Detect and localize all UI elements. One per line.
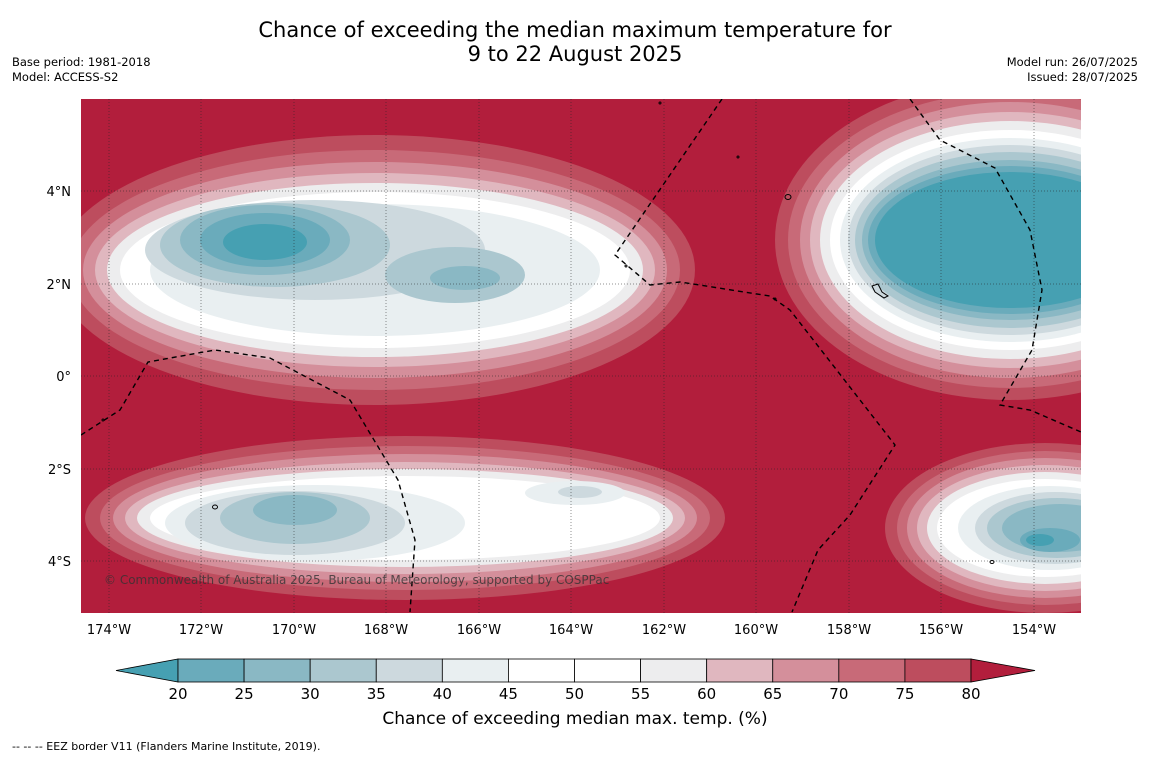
contour-nw [81, 135, 695, 405]
colorbar-tick-label: 75 [895, 685, 914, 703]
colorbar-tick-label: 30 [301, 685, 320, 703]
colorbar-extend-high [970, 658, 1036, 683]
copyright-text: © Commonwealth of Australia 2025, Bureau… [104, 573, 609, 587]
colorbar: 20 25 30 35 40 45 50 55 60 65 70 75 80 [115, 658, 1036, 703]
colorbar-tick-label: 80 [961, 685, 980, 703]
eez-legend-note: -- -- -- EEZ border V11 (Flanders Marine… [12, 740, 321, 753]
x-axis-ticks: 174°W 172°W 170°W 168°W 166°W 164°W 162°… [87, 623, 1056, 638]
colorbar-tick-label: 40 [433, 685, 452, 703]
x-tick-label: 154°W [1012, 623, 1056, 638]
colorbar-swatch [508, 658, 575, 683]
colorbar-tick-label: 35 [367, 685, 386, 703]
contour-ne [775, 99, 1081, 400]
islands [101, 101, 995, 564]
x-tick-label: 166°W [457, 623, 501, 638]
colorbar-swatch [640, 658, 708, 683]
x-tick-label: 158°W [827, 623, 871, 638]
colorbar-swatch [243, 658, 311, 683]
colorbar-title: Chance of exceeding median max. temp. (%… [382, 709, 768, 729]
y-tick-label: 4°S [48, 555, 71, 570]
colorbar-tick-label: 65 [763, 685, 782, 703]
colorbar-extend-low [115, 658, 179, 683]
colorbar-swatch [838, 658, 906, 683]
colorbar-tick-label: 45 [499, 685, 518, 703]
colorbar-swatch [309, 658, 377, 683]
colorbar-tick-label: 60 [697, 685, 716, 703]
y-tick-label: 0° [56, 370, 71, 385]
x-tick-label: 162°W [642, 623, 686, 638]
colorbar-swatch [706, 658, 774, 683]
colorbar-swatch [904, 658, 972, 683]
contour-se [885, 443, 1081, 613]
title-line-2: 9 to 22 August 2025 [467, 42, 683, 66]
colorbar-tick-label: 50 [565, 685, 584, 703]
contour-sw [85, 436, 725, 600]
base-period: Base period: 1981-2018 [12, 55, 151, 69]
x-tick-label: 168°W [364, 623, 408, 638]
eez-borders [81, 99, 1081, 613]
x-tick-label: 164°W [549, 623, 593, 638]
x-tick-label: 160°W [734, 623, 778, 638]
colorbar-tick-label: 55 [631, 685, 650, 703]
x-tick-label: 156°W [919, 623, 963, 638]
meta-right: Model run: 26/07/2025 Issued: 28/07/2025 [1007, 55, 1138, 85]
colorbar-swatch [177, 658, 245, 683]
title-line-1: Chance of exceeding the median maximum t… [258, 18, 892, 42]
colorbar-tick-label: 20 [168, 685, 187, 703]
colorbar-swatch [574, 658, 641, 683]
colorbar-tick-label: 70 [829, 685, 848, 703]
map-title: Chance of exceeding the median maximum t… [0, 18, 1150, 66]
meta-left: Base period: 1981-2018 Model: ACCESS-S2 [12, 55, 151, 85]
y-tick-label: 4°N [47, 185, 72, 200]
map-plot-area: © Commonwealth of Australia 2025, Bureau… [81, 99, 1081, 613]
colorbar-swatch [441, 658, 509, 683]
colorbar-tick-label: 25 [235, 685, 254, 703]
colorbar-swatch [772, 658, 840, 683]
y-tick-label: 2°N [47, 278, 72, 293]
model-run: Model run: 26/07/2025 [1006, 55, 1138, 69]
issued-date: Issued: 28/07/2025 [1027, 70, 1138, 84]
x-tick-label: 172°W [179, 623, 223, 638]
x-tick-label: 170°W [272, 623, 316, 638]
y-axis-ticks: 4°N 2°N 0° 2°S 4°S [47, 185, 72, 570]
x-tick-label: 174°W [87, 623, 131, 638]
y-tick-label: 2°S [48, 463, 71, 478]
model-name: Model: ACCESS-S2 [12, 70, 119, 84]
colorbar-swatch [375, 658, 443, 683]
